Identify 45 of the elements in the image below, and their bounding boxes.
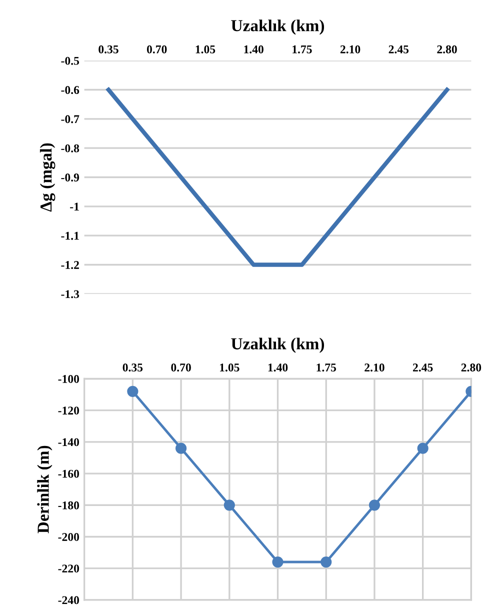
y-tick-label: -0.8 — [61, 144, 80, 152]
y-tick-label: -0.5 — [61, 56, 80, 65]
x-tick-label: 2.80 — [437, 45, 457, 54]
x-tick-label: 1.05 — [196, 45, 216, 54]
x-tick-label: 0.70 — [171, 364, 191, 372]
y-axis-title: Δg (mgal) — [40, 143, 56, 212]
y-tick-label: -140 — [58, 438, 80, 446]
point — [127, 386, 138, 397]
y-tick-label: -160 — [58, 470, 80, 478]
y-tick-label: -1.1 — [61, 232, 79, 240]
y-tick-label: -220 — [58, 564, 80, 573]
x-axis-title: Uzaklık (km) — [231, 20, 324, 35]
x-tick-label: 2.10 — [340, 45, 360, 54]
y-tick-label: -1 — [70, 202, 79, 211]
x-tick-label: 0.35 — [98, 45, 118, 54]
y-tick-label: -1.2 — [61, 261, 79, 270]
x-tick-label: 1.05 — [220, 364, 240, 372]
point — [224, 500, 235, 511]
point — [320, 556, 332, 568]
y-tick-label: -240 — [58, 596, 80, 604]
y-tick-label: -120 — [58, 406, 80, 415]
y-tick-label: -1.3 — [61, 290, 80, 298]
x-tick-label: 2.45 — [388, 45, 409, 54]
point — [272, 556, 284, 568]
x-axis-title: Uzaklık (km) — [231, 338, 324, 353]
point — [417, 442, 428, 454]
x-tick-label: 0.35 — [122, 364, 143, 372]
x-tick-label: 0.70 — [146, 45, 167, 54]
x-tick-label: 1.40 — [244, 45, 264, 54]
point — [368, 500, 380, 511]
x-tick-label: 1.75 — [316, 364, 336, 372]
x-tick-label: 1.75 — [292, 45, 312, 54]
y-tick-label: -0.6 — [61, 86, 80, 94]
y-axis-title: Derinlik (m) — [37, 446, 52, 534]
x-tick-label: 1.40 — [268, 364, 288, 372]
y-tick-label: -0.9 — [61, 174, 80, 182]
y-tick-label: -180 — [58, 501, 80, 510]
x-tick-label: 2.80 — [461, 364, 482, 372]
x-tick-label: 2.10 — [364, 364, 384, 372]
y-tick-label: -200 — [58, 532, 80, 541]
y-tick-label: -0.7 — [61, 115, 80, 124]
y-tick-label: -100 — [58, 374, 80, 383]
line-series — [106, 88, 450, 267]
point — [175, 442, 187, 454]
x-tick-label: 2.45 — [413, 364, 433, 372]
